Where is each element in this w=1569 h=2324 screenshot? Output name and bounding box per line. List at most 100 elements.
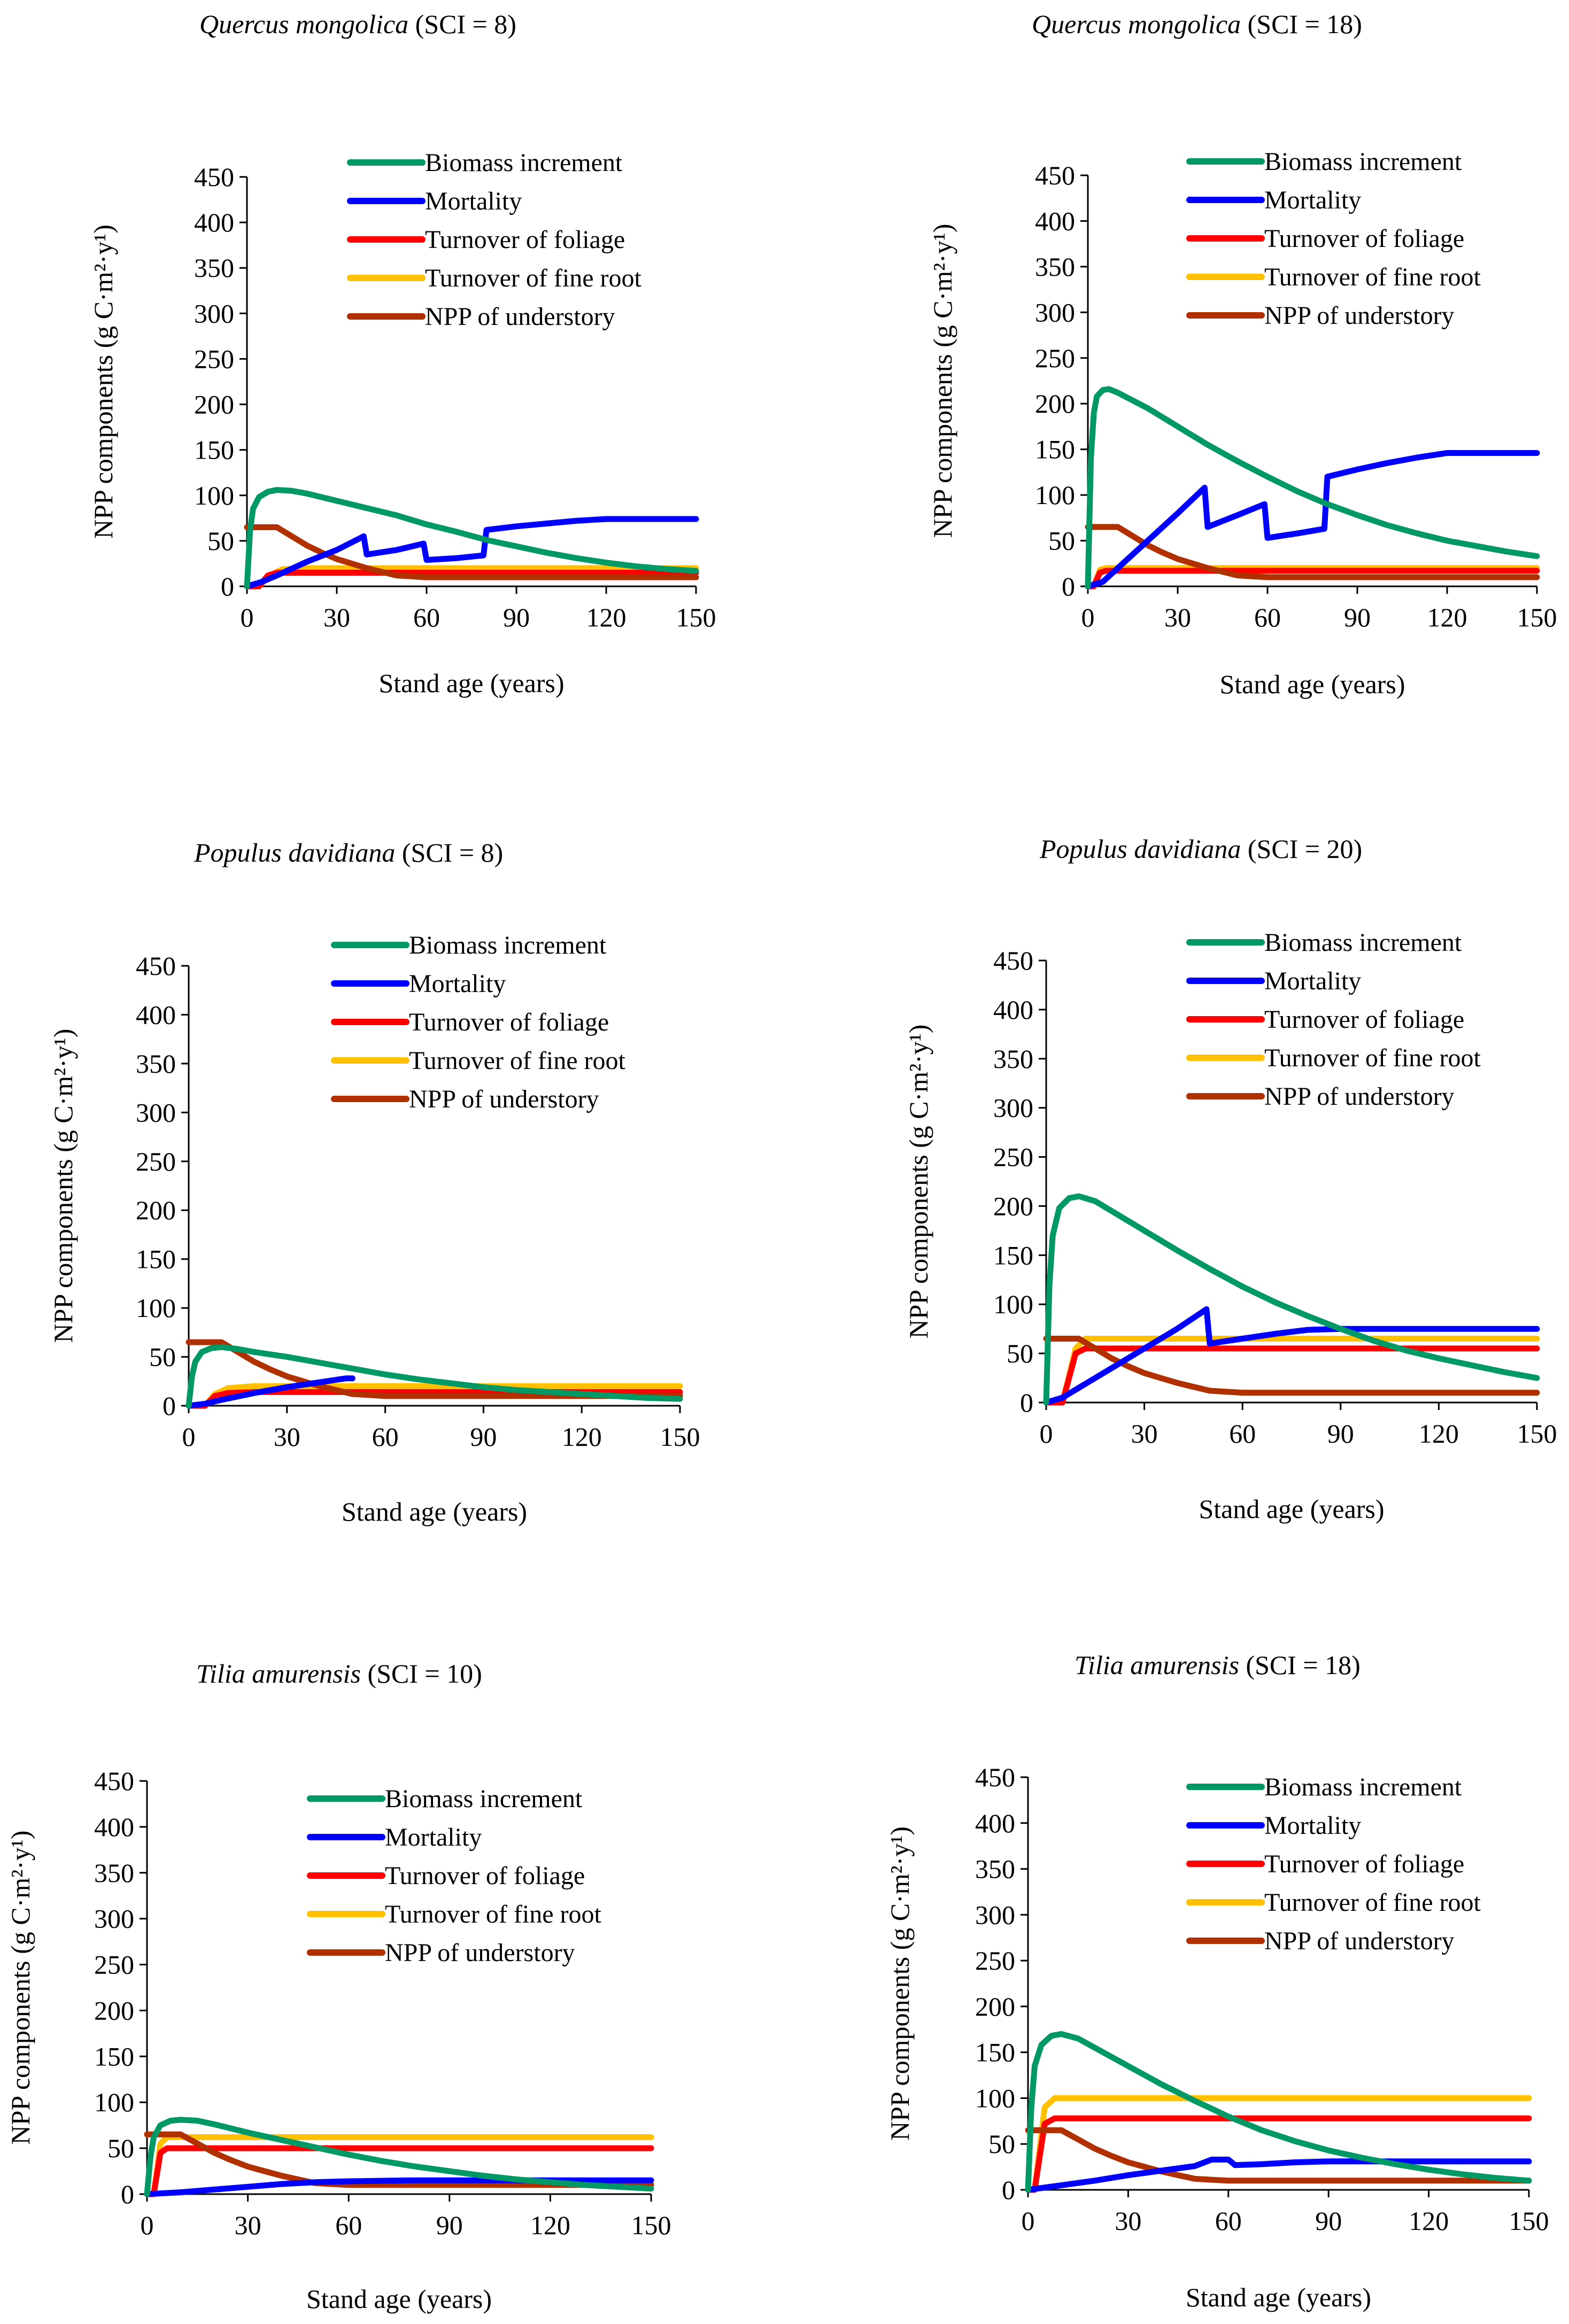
x-axis-label: Stand age (years) (1219, 669, 1405, 699)
legend-label-biomass: Biomass increment (385, 1785, 583, 1813)
y-tick-label: 250 (993, 1142, 1033, 1172)
x-tick-label: 90 (1344, 602, 1371, 632)
series-line-biomass (1043, 1193, 1540, 1406)
series-line-mortality (1085, 450, 1540, 590)
title-species: Tilia amurensis (196, 1659, 361, 1688)
series-line-mortality (144, 2177, 654, 2197)
legend-label-understory: NPP of understory (1264, 1927, 1455, 1955)
y-tick-label: 400 (993, 995, 1033, 1025)
x-tick-label: 120 (562, 1422, 602, 1452)
x-axis-label: Stand age (years) (1186, 2282, 1371, 2312)
legend-label-foliage: Turnover of foliage (1264, 1005, 1464, 1034)
chart-title: Quercus mongolica (SCI = 8) (199, 9, 516, 39)
series-line-biomass (186, 1344, 683, 1409)
x-tick-label: 30 (274, 1422, 300, 1452)
y-tick-label: 300 (194, 298, 234, 328)
title-species: Tilia amurensis (1075, 1650, 1239, 1680)
series-line-mortality (186, 1375, 355, 1409)
series-line-biomass (1085, 386, 1540, 590)
legend-label-biomass: Biomass increment (1264, 928, 1462, 957)
series-line-biomass (1025, 2031, 1532, 2193)
y-tick-label: 50 (1007, 1338, 1033, 1368)
y-tick-label: 100 (194, 481, 234, 510)
x-axis-label: Stand age (years) (378, 668, 564, 698)
legend-label-foliage: Turnover of foliage (385, 1862, 585, 1890)
series-line-biomass (244, 487, 699, 590)
y-tick-label: 350 (194, 253, 234, 283)
y-tick-label: 50 (988, 2129, 1015, 2159)
y-tick-label: 200 (194, 390, 234, 420)
y-tick-label: 400 (194, 207, 234, 237)
x-tick-label: 90 (470, 1422, 497, 1452)
y-tick-label: 450 (194, 162, 234, 192)
chart-panel-5: Tilia amurensis (SCI = 10) 0 50 100 150 200 25… (5, 1659, 671, 2314)
x-tick-label: 150 (676, 602, 716, 632)
y-axis-label: NPP components (g C·m²·y¹) (48, 1029, 78, 1343)
y-tick-label: 50 (1048, 526, 1075, 556)
y-tick-label: 100 (136, 1293, 176, 1323)
legend-label-mortality: Mortality (1264, 1811, 1361, 1840)
legend-label-biomass: Biomass increment (1264, 1773, 1462, 1801)
y-tick-label: 250 (194, 344, 234, 374)
series-line-understory (1085, 524, 1540, 580)
chart-panel-3: Populus davidiana (SCI = 8) 0 50 100 150 200 2… (48, 838, 700, 1527)
x-tick-label: 60 (372, 1422, 399, 1452)
legend-label-understory: NPP of understory (1264, 1082, 1455, 1111)
title-sci: (SCI = 20) (1241, 834, 1362, 864)
y-tick-label: 450 (94, 1766, 134, 1796)
x-tick-label: 0 (182, 1422, 196, 1452)
x-tick-label: 150 (1517, 602, 1557, 632)
y-tick-label: 0 (1062, 571, 1075, 601)
y-axis-label: NPP components (g C·m²·y¹) (928, 224, 957, 538)
y-tick-label: 350 (136, 1049, 176, 1079)
y-tick-label: 100 (94, 2087, 134, 2117)
y-tick-label: 50 (107, 2133, 134, 2163)
y-tick-label: 0 (1020, 1388, 1033, 1417)
x-tick-label: 90 (436, 2210, 463, 2240)
legend: Biomass increment Mortality Turnover of fo… (1186, 1773, 1481, 1955)
chart-title: Tilia amurensis (SCI = 18) (1075, 1650, 1361, 1680)
x-tick-label: 30 (1131, 1419, 1158, 1448)
legend-label-understory: NPP of understory (409, 1085, 599, 1113)
x-tick-label: 120 (1409, 2206, 1449, 2236)
x-axis-label: Stand age (years) (1199, 1494, 1384, 1524)
chart-panel-1: Quercus mongolica (SCI = 8) 0 50 100 150 200 2… (88, 9, 716, 698)
x-tick-label: 0 (141, 2210, 154, 2240)
y-tick-label: 50 (149, 1342, 176, 1372)
y-tick-label: 200 (136, 1195, 176, 1225)
x-tick-label: 90 (1327, 1419, 1354, 1448)
y-tick-label: 150 (975, 2038, 1015, 2067)
y-tick-label: 0 (163, 1391, 176, 1421)
chart-title: Populus davidiana (SCI = 8) (194, 838, 503, 867)
x-tick-label: 90 (503, 602, 530, 632)
y-tick-label: 150 (1035, 435, 1075, 464)
x-tick-label: 0 (1040, 1419, 1053, 1448)
y-tick-label: 450 (993, 946, 1033, 975)
legend-label-understory: NPP of understory (1264, 301, 1455, 330)
legend: Biomass increment Mortality Turnover of fo… (347, 149, 642, 331)
legend: Biomass increment Mortality Turnover of fo… (1186, 148, 1481, 330)
title-sci: (SCI = 8) (395, 838, 503, 867)
y-tick-label: 250 (136, 1146, 176, 1176)
y-tick-label: 400 (136, 1000, 176, 1029)
y-tick-label: 100 (975, 2083, 1015, 2113)
y-tick-label: 50 (207, 526, 234, 556)
y-tick-label: 0 (121, 2179, 134, 2209)
x-tick-label: 0 (1022, 2206, 1035, 2236)
x-tick-label: 30 (235, 2210, 261, 2240)
y-tick-label: 350 (993, 1044, 1033, 1074)
y-tick-label: 300 (1035, 297, 1075, 327)
y-tick-label: 300 (94, 1904, 134, 1934)
legend-label-foliage: Turnover of foliage (425, 226, 625, 254)
y-tick-label: 300 (136, 1097, 176, 1127)
x-tick-label: 30 (1164, 602, 1191, 632)
legend-label-foliage: Turnover of foliage (1264, 1850, 1464, 1878)
y-tick-label: 400 (975, 1808, 1015, 1838)
y-tick-label: 250 (94, 1950, 134, 1980)
title-species: Quercus mongolica (1032, 9, 1241, 39)
y-tick-label: 350 (1035, 252, 1075, 282)
series-line-understory (144, 2131, 654, 2188)
x-tick-label: 60 (1254, 602, 1281, 632)
x-tick-label: 30 (1115, 2206, 1141, 2236)
title-sci: (SCI = 18) (1239, 1650, 1361, 1680)
